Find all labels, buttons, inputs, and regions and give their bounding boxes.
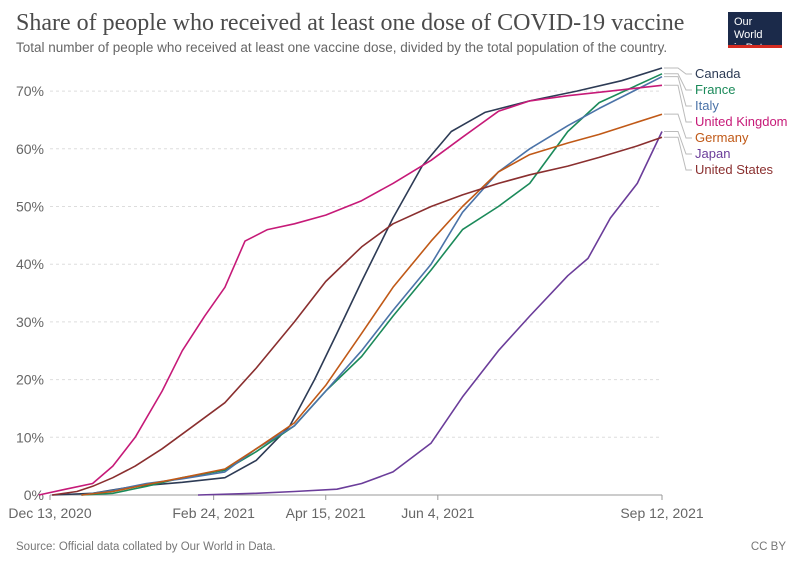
legend-label-germany[interactable]: Germany xyxy=(695,130,749,145)
legend-connector xyxy=(664,130,692,155)
x-tick-label: Apr 15, 2021 xyxy=(286,505,366,521)
y-tick-label: 50% xyxy=(16,198,44,214)
legend-label-france[interactable]: France xyxy=(695,82,735,97)
legend-label-united-states[interactable]: United States xyxy=(695,162,774,177)
license-label[interactable]: CC BY xyxy=(750,541,786,553)
legend-connector xyxy=(664,67,692,75)
y-tick-label: 10% xyxy=(16,429,44,445)
legend-label-canada[interactable]: Canada xyxy=(695,66,741,81)
x-axis: Dec 13, 2020 Feb 24, 2021 Apr 15, 2021 Jun … xyxy=(8,495,704,521)
y-tick-label: 60% xyxy=(16,141,44,157)
series-line-canada[interactable] xyxy=(52,67,663,496)
chart-subtitle: Total number of people who received at l… xyxy=(16,40,668,55)
series-line-united-kingdom[interactable] xyxy=(38,84,663,496)
y-tick-label: 30% xyxy=(16,314,44,330)
series-lines xyxy=(38,67,663,496)
series-line-germany[interactable] xyxy=(81,113,663,496)
series-line-united-states[interactable] xyxy=(52,136,663,496)
logo-line-1: Our World xyxy=(734,16,763,41)
x-tick-label: Feb 24, 2021 xyxy=(172,505,255,521)
legend-connector xyxy=(664,76,692,107)
x-tick-label: Sep 12, 2021 xyxy=(620,505,704,521)
x-tick-label: Dec 13, 2020 xyxy=(8,505,91,521)
series-line-italy[interactable] xyxy=(81,75,663,496)
legend-label-united-kingdom[interactable]: United Kingdom xyxy=(695,114,788,129)
x-tick-label: Jun 4, 2021 xyxy=(401,505,474,521)
legend-connector xyxy=(664,73,692,91)
legend-connector xyxy=(664,113,692,139)
y-axis-ticks: 0% 10% 20% 30% 40% 50% 60% 70% xyxy=(16,83,44,503)
gridlines xyxy=(50,90,662,496)
series-line-france[interactable] xyxy=(81,73,663,496)
y-tick-label: 20% xyxy=(16,372,44,388)
source-note: Source: Official data collated by Our Wo… xyxy=(16,541,276,553)
y-tick-label: 40% xyxy=(16,256,44,272)
owid-logo[interactable]: Our World in Data xyxy=(728,12,782,54)
y-tick-label: 0% xyxy=(24,487,44,503)
y-tick-label: 70% xyxy=(16,83,44,99)
legend-label-japan[interactable]: Japan xyxy=(695,146,730,161)
legend-connector xyxy=(664,84,692,123)
chart-title: Share of people who received at least on… xyxy=(16,10,685,36)
legend-label-italy[interactable]: Italy xyxy=(695,98,719,113)
logo-accent-bar xyxy=(728,45,782,48)
series-line-japan[interactable] xyxy=(197,131,663,496)
legend-connector xyxy=(664,136,692,171)
